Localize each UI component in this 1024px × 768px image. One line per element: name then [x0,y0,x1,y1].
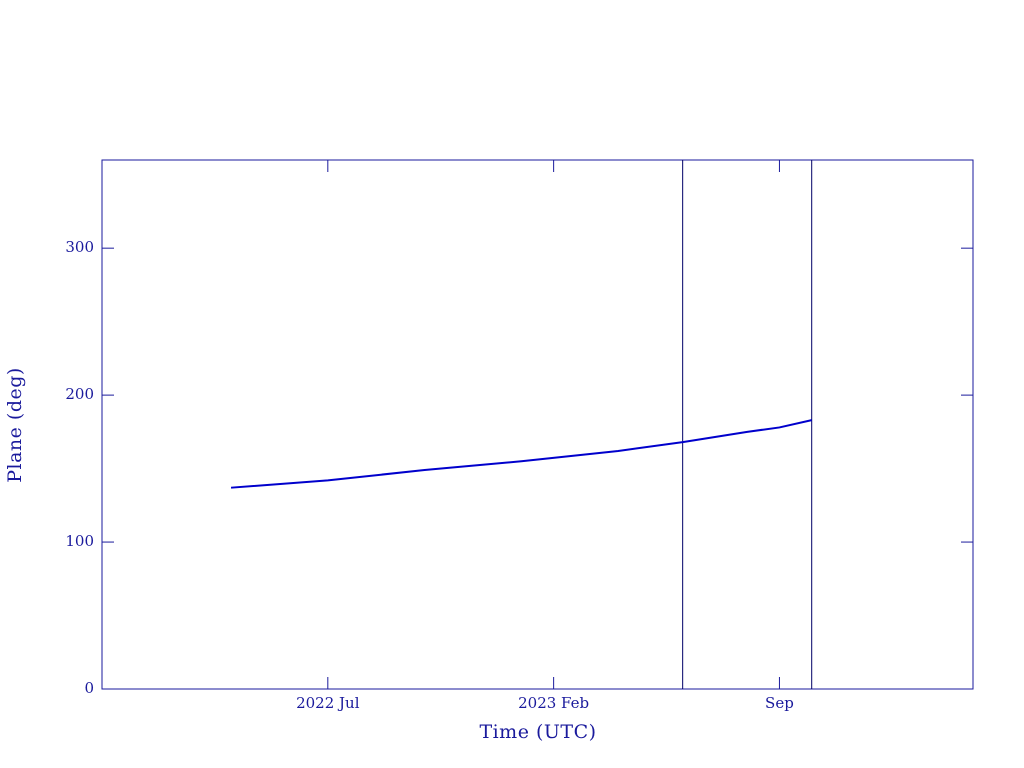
x-tick-label: 2022 Jul [296,694,360,712]
x-axis-title: Time (UTC) [479,721,596,743]
plot-frame [101,159,974,690]
data-line [230,419,812,489]
y-tick-label: 300 [65,238,94,256]
y-tick-label: 100 [65,532,94,550]
y-axis-title: Plane (deg) [4,367,26,483]
y-tick-label: 200 [65,385,94,403]
x-tick-label: Sep [765,694,794,712]
y-tick-label: 0 [84,679,94,697]
x-tick-label: 2023 Feb [518,694,589,712]
